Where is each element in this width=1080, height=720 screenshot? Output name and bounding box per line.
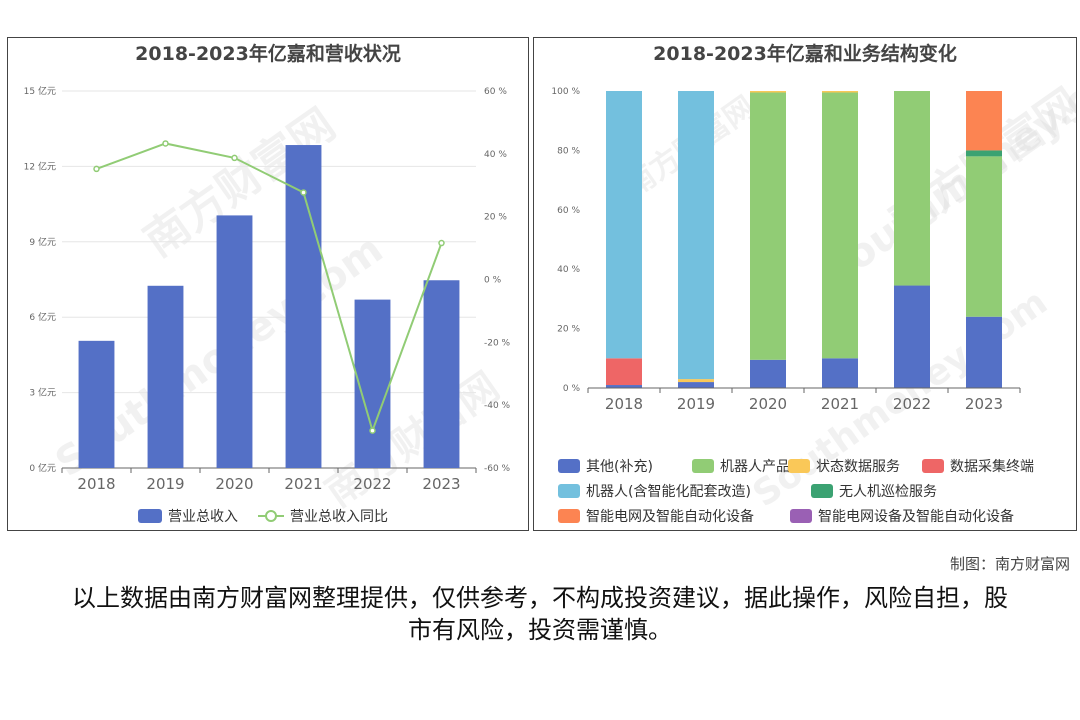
watermark-brand: 南方财富网 (317, 364, 507, 516)
yoy-point (93, 165, 100, 173)
y-right-tick-label: 20 % (484, 213, 507, 223)
x-tick-label: 2021 (821, 395, 859, 413)
stack-segment (894, 285, 930, 388)
legend-label-revenue: 营业总收入 (168, 509, 238, 525)
stack-segment (606, 91, 642, 359)
y-tick-label: 0 % (563, 384, 581, 394)
x-tick-label: 2018 (77, 475, 115, 493)
legend-swatch-revenue (138, 509, 162, 523)
revenue-bar (423, 280, 460, 468)
legend-swatch (811, 484, 833, 498)
stack-segment (678, 379, 714, 383)
x-tick-label: 2018 (605, 395, 643, 413)
legend-swatch (692, 459, 714, 473)
y-right-tick-label: -40 % (484, 401, 511, 411)
y-right-tick-label: -20 % (484, 338, 511, 348)
y-left-tick-label: 9 亿元 (29, 236, 56, 248)
stack-segment (966, 316, 1002, 388)
legend-swatch (558, 509, 580, 523)
x-tick-label: 2023 (965, 395, 1003, 413)
y-tick-label: 40 % (557, 265, 580, 275)
legend-swatch (558, 484, 580, 498)
x-tick-label: 2020 (749, 395, 787, 413)
yoy-point (369, 427, 376, 434)
x-tick-label: 2022 (893, 395, 931, 413)
y-left-tick-label: 3 亿元 (29, 387, 56, 399)
legend-label: 智能电网及智能自动化设备 (586, 508, 754, 525)
revenue-chart: 南方财富网Southmoney.com南方财富网2018-2023年亿嘉和营收状… (24, 42, 511, 525)
y-tick-label: 60 % (557, 206, 580, 216)
business-structure-chart-panel: 南方财富网南方财富网Southmoney.comSouthmoney.com20… (533, 37, 1077, 531)
stack-segment (750, 92, 786, 360)
legend-swatch (922, 459, 944, 473)
stack-segment (822, 91, 858, 93)
yoy-point (300, 189, 307, 196)
y-right-tick-label: 40 % (484, 150, 507, 160)
x-tick-label: 2019 (146, 475, 184, 493)
revenue-chart-panel: 南方财富网Southmoney.com南方财富网2018-2023年亿嘉和营收状… (7, 37, 529, 531)
y-tick-label: 100 % (551, 87, 580, 97)
disclaimer-text: 以上数据由南方财富网整理提供，仅供参考，不构成投资建议，据此操作，风险自担，股市… (72, 584, 1008, 644)
legend-swatch (788, 459, 810, 473)
y-left-tick-label: 12 亿元 (24, 160, 56, 172)
y-tick-label: 20 % (557, 325, 580, 335)
business-structure-chart: 南方财富网南方财富网Southmoney.comSouthmoney.com20… (551, 38, 1076, 525)
legend-swatch (558, 459, 580, 473)
legend-label: 智能电网设备及智能自动化设备 (818, 508, 1014, 525)
legend-label: 机器人(含智能化配套改造) (586, 484, 751, 500)
legend-label: 其他(补充) (586, 459, 653, 475)
legend-label-yoy: 营业总收入同比 (290, 509, 388, 525)
legend-marker-yoy (265, 510, 277, 522)
y-left-tick-label: 15 亿元 (24, 85, 56, 97)
stack-segment (894, 91, 930, 286)
stack-segment (606, 358, 642, 386)
stack-segment (606, 385, 642, 388)
chart-title: 2018-2023年亿嘉和业务结构变化 (653, 42, 957, 65)
legend-label: 机器人产品 (720, 459, 790, 475)
stack-segment (678, 91, 714, 380)
revenue-bar (285, 145, 322, 468)
y-right-tick-label: -60 % (484, 464, 511, 474)
revenue-bar (354, 299, 391, 468)
chart-credit: 制图：南方财富网 (949, 555, 1070, 573)
x-tick-label: 2020 (215, 475, 253, 493)
revenue-bar (147, 285, 184, 468)
chart-title: 2018-2023年亿嘉和营收状况 (135, 42, 401, 65)
stack-segment (678, 382, 714, 388)
legend-label: 状态数据服务 (816, 459, 900, 475)
y-right-tick-label: 60 % (484, 87, 507, 97)
legend-swatch (790, 509, 812, 523)
yoy-point (438, 239, 445, 247)
stack-segment (822, 92, 858, 359)
stack-segment (750, 91, 786, 93)
legend-label: 无人机巡检服务 (839, 484, 937, 500)
y-tick-label: 80 % (557, 146, 580, 156)
x-tick-label: 2023 (422, 475, 460, 493)
y-left-tick-label: 6 亿元 (29, 311, 56, 323)
revenue-bar (216, 215, 253, 468)
x-tick-label: 2019 (677, 395, 715, 413)
stack-segment (966, 150, 1002, 157)
y-right-tick-label: 0 % (484, 276, 502, 286)
revenue-bar (78, 340, 115, 468)
yoy-point (231, 154, 238, 162)
stack-segment (966, 156, 1002, 317)
yoy-line (96, 142, 443, 434)
x-tick-label: 2021 (284, 475, 322, 493)
legend-label: 数据采集终端 (950, 458, 1034, 475)
x-tick-label: 2022 (353, 475, 391, 493)
stack-segment (750, 359, 786, 388)
y-left-tick-label: 0 亿元 (29, 462, 56, 474)
yoy-point (162, 140, 169, 147)
stack-segment (966, 91, 1002, 151)
stack-segment (822, 358, 858, 388)
